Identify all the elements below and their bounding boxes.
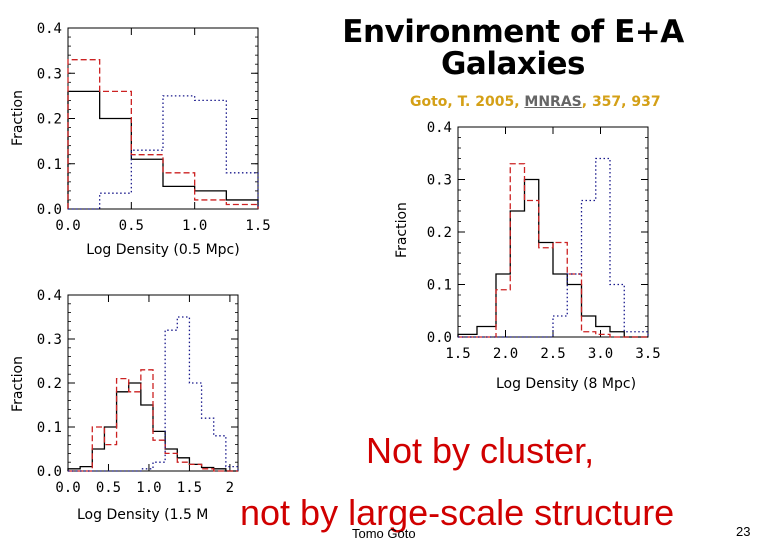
y-tick-label: 0.1 (37, 420, 62, 436)
x-axis-label: Log Density (1.5 M (77, 507, 208, 523)
y-tick-label: 0.0 (37, 202, 62, 218)
page-number: 23 (736, 524, 751, 539)
plot-frame (457, 126, 649, 338)
citation: Goto, T. 2005, MNRAS, 357, 937 (410, 94, 661, 110)
y-tick-label: 0.4 (427, 120, 452, 136)
histogram-panel-2: 0.0 0.1 0.2 0.3 0.4 0.0 0.5 1.0 1.5 2 Fraction Log … (10, 288, 239, 523)
x-tick-label: 1.5 (445, 346, 470, 362)
histogram-series-dashed-red (458, 163, 648, 338)
x-tick-label: 2 (226, 480, 234, 496)
y-tick-label: 0.3 (37, 332, 62, 348)
histogram-panel-1: 0.0 0.1 0.2 0.3 0.4 0.0 0.5 1.0 1.5 Fraction Log D… (10, 21, 271, 258)
conclusion-line-1: Not by cluster, (366, 430, 595, 471)
citation-authors: Goto, T. 2005, (410, 94, 520, 110)
x-tick-label: 1.0 (136, 480, 161, 496)
y-tick-label: 0.4 (37, 21, 62, 37)
conclusion-line-2: not by large-scale structure (240, 492, 675, 533)
y-tick-label: 0.3 (427, 173, 452, 189)
histogram-series-dotted-blue (458, 157, 649, 338)
histogram-series-dotted-blue (68, 95, 259, 210)
x-tick-label: 1.5 (245, 218, 270, 234)
x-tick-label: 0.5 (119, 218, 144, 234)
x-tick-label: 2.0 (493, 346, 518, 362)
y-tick-label: 0.3 (37, 66, 62, 82)
x-tick-label: 1.5 (177, 480, 202, 496)
histogram-series-solid-black (67, 90, 259, 209)
x-axis-label: Log Density (8 Mpc) (496, 376, 636, 392)
y-tick-label: 0.2 (37, 376, 62, 392)
slide-title: Environment of E+A Galaxies (342, 14, 684, 82)
y-tick-label: 0.0 (37, 464, 62, 480)
x-tick-label: 3.0 (588, 346, 613, 362)
y-tick-label: 0.1 (37, 157, 62, 173)
footer-author: Tomo Goto (352, 526, 416, 541)
y-axis-label: Fraction (10, 90, 26, 146)
histogram-series-dashed-red (68, 369, 238, 472)
y-tick-label: 0.2 (37, 112, 62, 128)
histogram-series-dashed-red (67, 59, 259, 209)
x-tick-label: 0.0 (55, 218, 80, 234)
citation-journal-link[interactable]: MNRAS (524, 94, 582, 110)
histogram-series-dotted-blue (68, 316, 239, 472)
histogram-panel-3: 0.0 0.1 0.2 0.3 0.4 1.5 2.0 2.5 3.0 3.5 Fraction Lo… (394, 120, 661, 392)
y-tick-label: 0.0 (427, 330, 452, 346)
x-tick-label: 1.0 (182, 218, 207, 234)
histogram-series-solid-black (457, 178, 648, 338)
x-tick-label: 0.5 (96, 480, 121, 496)
x-tick-label: 3.5 (635, 346, 660, 362)
y-tick-label: 0.2 (427, 225, 452, 241)
x-axis-label: Log Density (0.5 Mpc) (86, 242, 239, 258)
y-tick-label: 0.1 (427, 278, 452, 294)
citation-volume: , 357, 937 (581, 94, 661, 110)
x-tick-label: 0.0 (55, 480, 80, 496)
y-axis-label: Fraction (10, 356, 26, 412)
y-axis-label: Fraction (394, 202, 410, 258)
x-tick-label: 2.5 (540, 346, 565, 362)
y-tick-label: 0.4 (37, 288, 62, 304)
